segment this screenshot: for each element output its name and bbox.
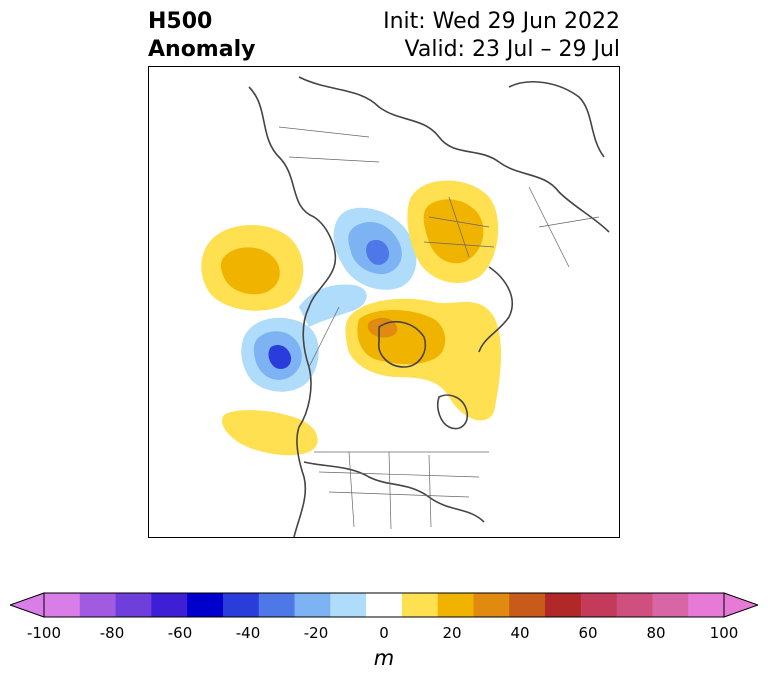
positive-anomaly-southwest	[222, 410, 318, 456]
colorbar-bin	[187, 593, 224, 617]
negative-anomaly-pacific-core	[268, 345, 292, 369]
polar-map	[148, 66, 620, 538]
colorbar-bin	[258, 593, 296, 617]
title-field: Anomaly	[148, 37, 256, 62]
colorbar-tick-label: 100	[709, 624, 739, 642]
colorbar-outline	[43, 592, 725, 618]
anomaly-shading	[201, 180, 502, 456]
colorbar-tick-label: -60	[167, 624, 193, 642]
colorbar-bin	[294, 593, 331, 617]
political-borders	[278, 126, 600, 530]
colorbar-bin	[688, 593, 725, 617]
colorbar-tick-label: -80	[99, 624, 125, 642]
colorbar-bin	[545, 593, 582, 617]
colorbar-bin	[509, 593, 546, 617]
negative-anomaly-arctic-core	[366, 239, 390, 265]
colorbar-tick-label: -20	[303, 624, 329, 642]
colorbar-arrow-max	[723, 592, 758, 618]
colorbar-bin	[79, 593, 117, 617]
colorbar-tick-label: 80	[646, 624, 666, 642]
map-title-right: Init: Wed 29 Jun 2022 Valid: 23 Jul – 29…	[383, 8, 620, 64]
colorbar-tick-label: 60	[578, 624, 598, 642]
colorbar-bin	[151, 593, 188, 617]
colorbar-bin	[473, 593, 510, 617]
valid-range: Valid: 23 Jul – 29 Jul	[404, 37, 620, 62]
positive-anomaly-canada-mid	[357, 310, 446, 365]
colorbar-bin	[222, 593, 260, 617]
title-variable: H500	[148, 9, 213, 34]
coastlines	[248, 76, 610, 537]
colorbar-bin	[652, 593, 689, 617]
colorbar-bin	[401, 593, 439, 617]
colorbar-bins	[44, 593, 725, 617]
colorbar-arrow-min	[10, 592, 45, 618]
map-title-left: H500 Anomaly	[148, 8, 255, 64]
colorbar-unit: m	[373, 646, 395, 670]
colorbar-tick-label: 20	[442, 624, 462, 642]
colorbar-tick-label: -100	[26, 624, 62, 642]
positive-anomaly-siberia-mid	[423, 199, 484, 264]
positive-anomaly-west-mid	[220, 247, 280, 295]
colorbar-bin	[437, 593, 474, 617]
init-date: Init: Wed 29 Jun 2022	[383, 9, 620, 34]
colorbar-bin	[616, 593, 653, 617]
colorbar-bin	[580, 593, 618, 617]
colorbar-bin	[330, 593, 367, 617]
map-canvas	[201, 76, 610, 537]
colorbar	[10, 592, 758, 618]
colorbar-tick-label: 0	[379, 624, 389, 642]
colorbar-bin	[366, 593, 403, 617]
colorbar-bin	[115, 593, 152, 617]
colorbar-bin	[44, 593, 81, 617]
colorbar-tick-label: 40	[510, 624, 530, 642]
colorbar-tick-label: -40	[235, 624, 261, 642]
